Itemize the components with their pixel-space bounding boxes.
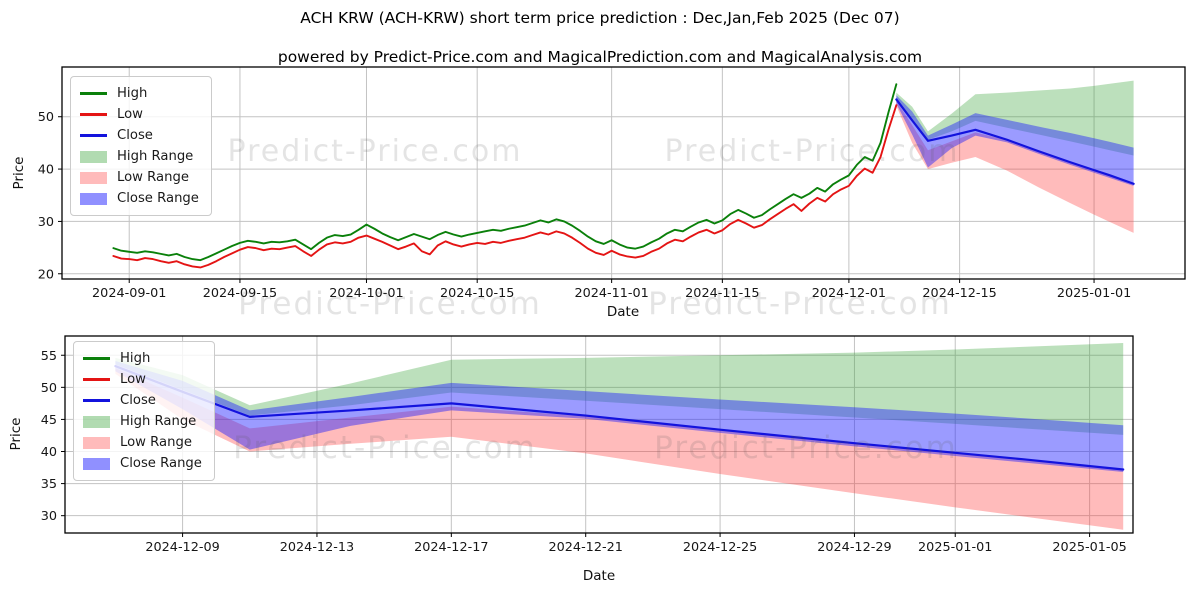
bottom-chart-xlabel: Date [582, 568, 616, 584]
plot-border [61, 66, 1186, 280]
legend-item-low: Low [80, 104, 199, 125]
x-tick-label: 2025-01-01 [1057, 286, 1131, 301]
x-tick-label: 2025-01-01 [918, 540, 992, 555]
y-tick-label: 40 [41, 445, 57, 460]
bottom-chart-legend: High Low Close High Range Low Range Clos… [73, 341, 215, 481]
legend-item-close-range: Close Range [83, 453, 202, 474]
page-title: ACH KRW (ACH-KRW) short term price predi… [300, 9, 900, 27]
y-tick-label: 35 [41, 477, 57, 492]
x-tick-label: 2024-12-13 [280, 540, 354, 555]
low-range-swatch [83, 436, 110, 449]
plot-border [64, 335, 1134, 534]
legend-label-close-range: Close Range [120, 456, 202, 471]
high-range-band [896, 80, 1134, 156]
legend-label-high-range: High Range [120, 414, 197, 429]
legend-item-high: High [83, 348, 202, 369]
legend-item-low-range: Low Range [80, 167, 199, 188]
x-tick-label: 2024-12-29 [817, 540, 891, 555]
y-tick-label: 30 [41, 509, 57, 524]
high-line [112, 83, 898, 262]
legend-item-low-range: Low Range [83, 432, 202, 453]
x-tick-label: 2024-11-15 [685, 286, 759, 301]
close-line-swatch [83, 399, 110, 402]
x-tick-label: 2024-12-01 [812, 286, 886, 301]
legend-label-close: Close [120, 393, 156, 408]
legend-label-low: Low [120, 372, 146, 387]
top-chart-legend: High Low Close High Range Low Range Clos… [70, 76, 212, 216]
watermark-top-left: Predict-Price.com [227, 134, 523, 169]
top-chart-ylabel: Price [11, 156, 27, 190]
close-line [895, 98, 1135, 185]
x-tick-label: 2024-09-01 [92, 286, 166, 301]
high-line-swatch [83, 357, 110, 360]
y-tick-label: 50 [38, 110, 54, 125]
close-line [114, 365, 1125, 471]
y-tick-label: 45 [41, 413, 57, 428]
x-tick-label: 2024-10-15 [440, 286, 514, 301]
x-tick-label: 2024-10-01 [329, 286, 403, 301]
low-range-band [896, 101, 1134, 233]
legend-label-low-range: Low Range [120, 435, 192, 450]
legend-label-close: Close [117, 128, 153, 143]
watermark-bottom-left: Predict-Price.com [233, 430, 537, 466]
watermark-bottom-right: Predict-Price.com [654, 430, 958, 466]
y-tick-label: 40 [38, 163, 54, 178]
legend-label-close-range: Close Range [117, 191, 199, 206]
x-tick-label: 2024-12-15 [922, 286, 996, 301]
legend-label-high-range: High Range [117, 149, 194, 164]
y-tick-label: 50 [41, 381, 57, 396]
bottom-chart-ylabel: Price [8, 417, 24, 451]
legend-label-low-range: Low Range [117, 170, 189, 185]
legend-item-close-range: Close Range [80, 188, 199, 209]
legend-item-close: Close [80, 125, 199, 146]
legend-item-close: Close [83, 390, 202, 411]
high-range-swatch [80, 150, 107, 163]
close-range-swatch [80, 192, 107, 205]
low-line [112, 104, 898, 269]
watermark-mid-right: Predict-Price.com [648, 286, 952, 322]
low-range-band [115, 368, 1124, 530]
legend-item-high-range: High Range [83, 411, 202, 432]
low-line-swatch [83, 378, 110, 381]
x-tick-label: 2024-12-17 [414, 540, 488, 555]
legend-label-high: High [120, 351, 151, 366]
low-range-swatch [80, 171, 107, 184]
y-tick-label: 20 [38, 267, 54, 282]
x-tick-label: 2024-09-15 [203, 286, 277, 301]
high-range-band [115, 343, 1124, 435]
x-tick-label: 2025-01-05 [1052, 540, 1126, 555]
y-tick-label: 30 [38, 215, 54, 230]
legend-label-high: High [117, 86, 148, 101]
close-line-swatch [80, 134, 107, 137]
page-subtitle: powered by Predict-Price.com and Magical… [277, 48, 923, 66]
low-line-swatch [80, 113, 107, 116]
x-tick-label: 2024-12-21 [549, 540, 623, 555]
legend-item-low: Low [83, 369, 202, 390]
close-range-swatch [83, 457, 110, 470]
high-range-swatch [83, 415, 110, 428]
high-line-swatch [80, 92, 107, 95]
legend-label-low: Low [117, 107, 143, 122]
legend-item-high: High [80, 83, 199, 104]
watermark-mid-left: Predict-Price.com [238, 286, 542, 322]
x-tick-label: 2024-11-01 [574, 286, 648, 301]
x-tick-label: 2024-12-25 [683, 540, 757, 555]
top-chart-xlabel: Date [606, 304, 640, 320]
x-tick-label: 2024-12-09 [145, 540, 219, 555]
y-tick-label: 55 [41, 349, 57, 364]
legend-item-high-range: High Range [80, 146, 199, 167]
watermark-top-right: Predict-Price.com [664, 134, 960, 169]
